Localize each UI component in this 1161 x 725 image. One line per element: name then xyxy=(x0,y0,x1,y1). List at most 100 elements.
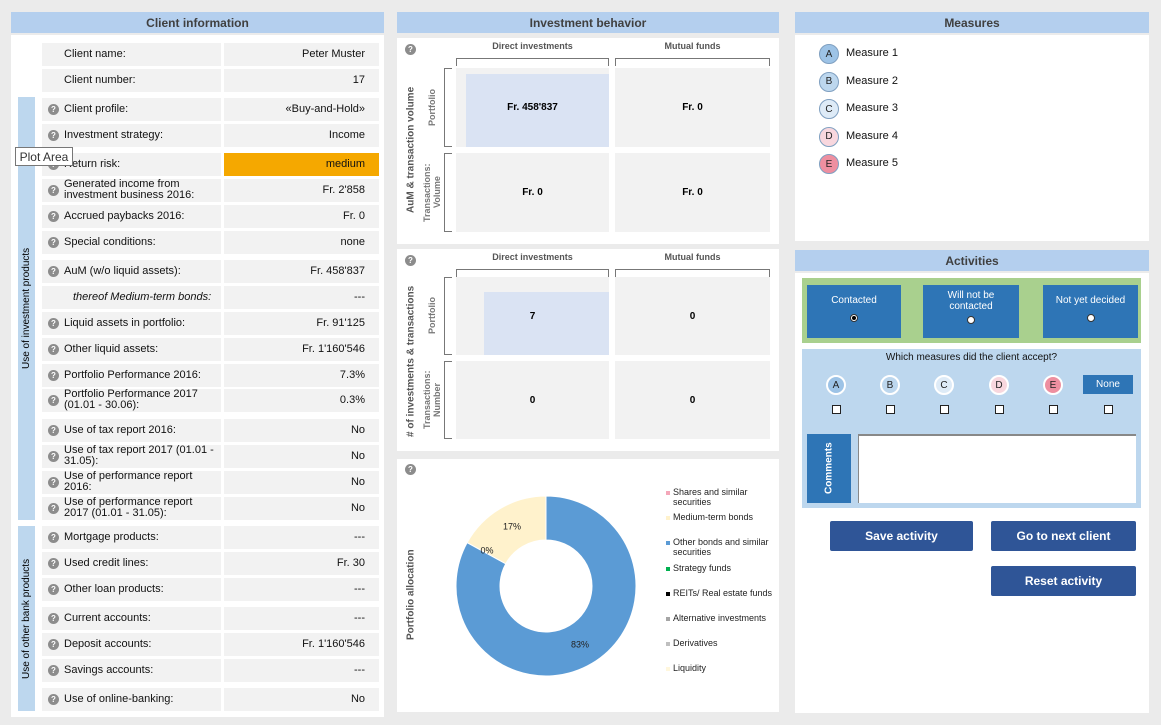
row-value: Fr. 1'160'546 xyxy=(224,632,379,656)
help-icon: ? xyxy=(48,184,59,196)
column-bracket xyxy=(456,269,609,277)
row-label: Use of performance report 2016: xyxy=(42,470,221,494)
help-icon: ? xyxy=(48,343,59,355)
row-value: medium xyxy=(224,152,379,176)
help-icon: ? xyxy=(48,502,59,514)
measure-label: Measure 1 xyxy=(846,47,898,59)
help-icon: ? xyxy=(48,450,59,462)
row-bracket xyxy=(444,153,452,232)
matrix-cell: Fr. 0 xyxy=(615,68,770,147)
data-bar xyxy=(484,292,609,355)
cell-value: 0 xyxy=(689,394,696,406)
measure-label: Measure 3 xyxy=(846,102,898,114)
matrix-cell: Fr. 458'837 xyxy=(456,68,609,147)
help-icon: ? xyxy=(48,557,59,569)
help-icon: ? xyxy=(48,129,59,141)
measure-badge: E xyxy=(1043,375,1063,395)
measure-badge: D xyxy=(989,375,1009,395)
help-icon: ? xyxy=(48,317,59,329)
row-label: Use of tax report 2016: xyxy=(42,418,221,442)
cell-value: Fr. 0 xyxy=(682,187,703,198)
column-bracket xyxy=(615,269,770,277)
row-label: Accrued paybacks 2016: xyxy=(42,204,221,228)
checkbox[interactable] xyxy=(1048,405,1058,414)
option-label: Will not be contacted xyxy=(947,290,995,312)
checkbox[interactable] xyxy=(1103,405,1113,414)
legend-label: Derivatives xyxy=(673,638,718,648)
help-icon: ? xyxy=(48,612,59,624)
matrix-axis-label: AuM & transaction volume xyxy=(405,86,417,214)
matrix-cell: Fr. 0 xyxy=(456,153,609,232)
column-header: Direct investments xyxy=(492,41,573,51)
help-icon: ? xyxy=(48,210,59,222)
matrix-cell: 0 xyxy=(615,361,770,439)
row-value: Peter Muster xyxy=(224,42,379,66)
help-icon: ? xyxy=(48,664,59,676)
comments-label: Comments xyxy=(807,434,851,503)
column-header: Mutual funds xyxy=(664,252,721,262)
radio[interactable] xyxy=(1086,314,1095,322)
panel-title: Activities xyxy=(795,250,1149,271)
option-button[interactable]: Contacted xyxy=(807,285,901,338)
measure-badge: A xyxy=(819,44,839,64)
row-value: Fr. 458'837 xyxy=(224,259,379,283)
row-label: Portfolio Performance 2016: xyxy=(42,363,221,387)
row-label: Current accounts: xyxy=(42,606,221,630)
help-icon: ? xyxy=(48,369,59,381)
radio[interactable] xyxy=(850,314,858,322)
column-bracket xyxy=(615,58,770,66)
row-label: Investment strategy: xyxy=(42,123,221,147)
row-label: Other loan products: xyxy=(42,577,221,601)
checkbox[interactable] xyxy=(939,405,949,414)
help-icon: ? xyxy=(48,476,59,488)
help-icon: ? xyxy=(48,693,59,705)
radio-dot xyxy=(852,316,856,320)
checkbox[interactable] xyxy=(831,405,841,414)
row-value: 0.3% xyxy=(224,388,379,412)
legend-label: Medium-term bonds xyxy=(673,512,754,522)
row-value: Fr. 0 xyxy=(224,204,379,228)
help-icon: ? xyxy=(48,103,59,115)
action-button[interactable]: Reset activity xyxy=(991,566,1136,596)
checkbox[interactable] xyxy=(994,405,1004,414)
legend-label: Strategy funds xyxy=(673,563,732,573)
row-label: Mortgage products: xyxy=(42,525,221,549)
row-bracket xyxy=(444,361,452,439)
help-icon: ? xyxy=(48,531,59,543)
help-icon: ? xyxy=(48,638,59,650)
row-value: No xyxy=(224,496,379,520)
matrix-cell: Fr. 0 xyxy=(615,153,770,232)
row-label: Deposit accounts: xyxy=(42,632,221,656)
measure-badge: B xyxy=(880,375,900,395)
row-value: Fr. 2'858 xyxy=(224,178,379,202)
row-value: none xyxy=(224,230,379,254)
row-label: Portfolio xyxy=(427,297,437,335)
cell-value: Fr. 0 xyxy=(682,102,703,113)
row-label: Client number: xyxy=(42,68,221,92)
row-value: No xyxy=(224,444,379,468)
radio[interactable] xyxy=(967,316,975,324)
option-label: Contacted xyxy=(831,295,877,306)
row-label: Transactions: Number xyxy=(422,370,442,430)
none-button[interactable]: None xyxy=(1083,375,1133,394)
measure-badge: E xyxy=(819,154,839,174)
action-button[interactable]: Go to next client xyxy=(991,521,1136,551)
option-label: Not yet decided xyxy=(1055,295,1126,306)
option-button[interactable]: Not yet decided xyxy=(1043,285,1138,338)
row-value: --- xyxy=(224,658,379,682)
panel-title: Measures xyxy=(795,12,1149,33)
column-header: Direct investments xyxy=(492,252,573,262)
comments-input[interactable] xyxy=(858,434,1136,503)
row-label: Used credit lines: xyxy=(42,551,221,575)
help-icon: ? xyxy=(48,394,59,406)
option-button[interactable]: Will not be contacted xyxy=(923,285,1019,338)
row-label: Savings accounts: xyxy=(42,658,221,682)
action-button[interactable]: Save activity xyxy=(830,521,973,551)
row-label: AuM (w/o liquid assets): xyxy=(42,259,221,283)
row-label: Use of performance report 2017 (01.01 - … xyxy=(42,496,221,520)
matrix-cell: 7 xyxy=(456,277,609,355)
legend-label: Alternative investments xyxy=(673,613,767,623)
checkbox[interactable] xyxy=(885,405,895,414)
row-value: 17 xyxy=(224,68,379,92)
